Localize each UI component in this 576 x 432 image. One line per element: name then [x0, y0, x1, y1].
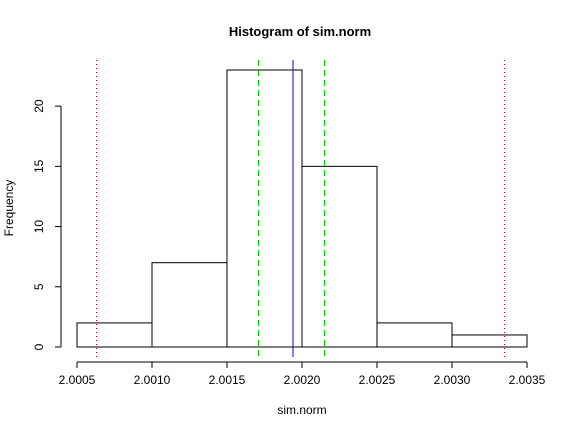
histogram-bar [376, 322, 453, 348]
histogram-bar [151, 262, 228, 348]
x-tick-label: 2.0010 [134, 373, 171, 387]
x-tick-label: 2.0035 [509, 373, 546, 387]
y-tick-label: 10 [32, 220, 46, 234]
x-axis-label: sim.norm [277, 403, 326, 417]
x-tick-label: 2.0025 [359, 373, 396, 387]
x-tick-label: 2.0015 [209, 373, 246, 387]
bars-group [76, 69, 528, 348]
y-tick-label: 15 [32, 159, 46, 173]
y-tick-label: 5 [32, 283, 46, 290]
y-tick-label: 20 [32, 99, 46, 113]
histogram-bar [76, 322, 153, 348]
reference-lines-group [96, 60, 505, 357]
x-tick-label: 2.0020 [284, 373, 321, 387]
histogram-bar [226, 69, 303, 348]
histogram-bar [301, 165, 378, 348]
x-tick-label: 2.0005 [59, 373, 96, 387]
chart-title: Histogram of sim.norm [229, 24, 371, 39]
y-axis-label: Frequency [2, 180, 16, 237]
y-tick-label: 0 [32, 343, 46, 350]
histogram-bar [451, 334, 528, 348]
y-axis: 0 5 10 15 20 [32, 99, 62, 350]
x-axis: 2.0005 2.0010 2.0015 2.0020 2.0025 2.0030 2.00… [59, 361, 546, 387]
x-tick-label: 2.0030 [434, 373, 471, 387]
